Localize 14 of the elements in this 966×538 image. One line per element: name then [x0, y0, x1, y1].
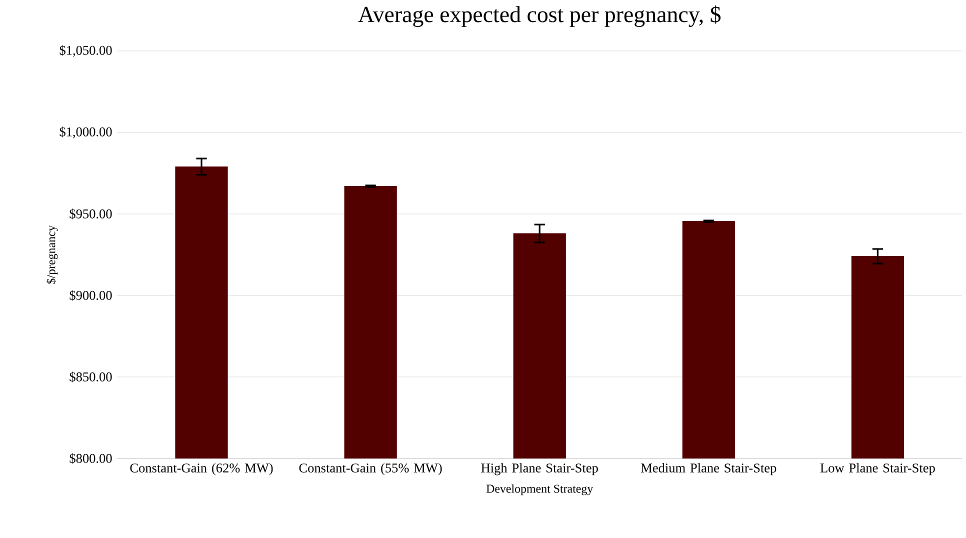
y-tick-label: $1,050.00: [60, 44, 112, 57]
x-tick-label: Medium Plane Stair-Step: [641, 462, 776, 475]
x-axis-title: Development Strategy: [486, 484, 594, 495]
x-tick-label: High Plane Stair-Step: [481, 462, 598, 475]
x-tick-label: Constant-Gain (55% MW): [299, 462, 442, 475]
y-tick-label: $1,000.00: [60, 126, 112, 138]
y-tick-label: $900.00: [70, 290, 112, 301]
chart-title: Average expected cost per pregnancy, $: [358, 5, 721, 27]
y-tick-label: $950.00: [70, 208, 112, 220]
y-axis-title: $/pregnancy: [46, 225, 58, 284]
x-tick-label: Constant-Gain (62% MW): [130, 462, 273, 475]
y-tick-label: $850.00: [70, 371, 112, 382]
y-tick-label: $800.00: [70, 452, 112, 464]
x-tick-label: Low Plane Stair-Step: [820, 462, 935, 475]
